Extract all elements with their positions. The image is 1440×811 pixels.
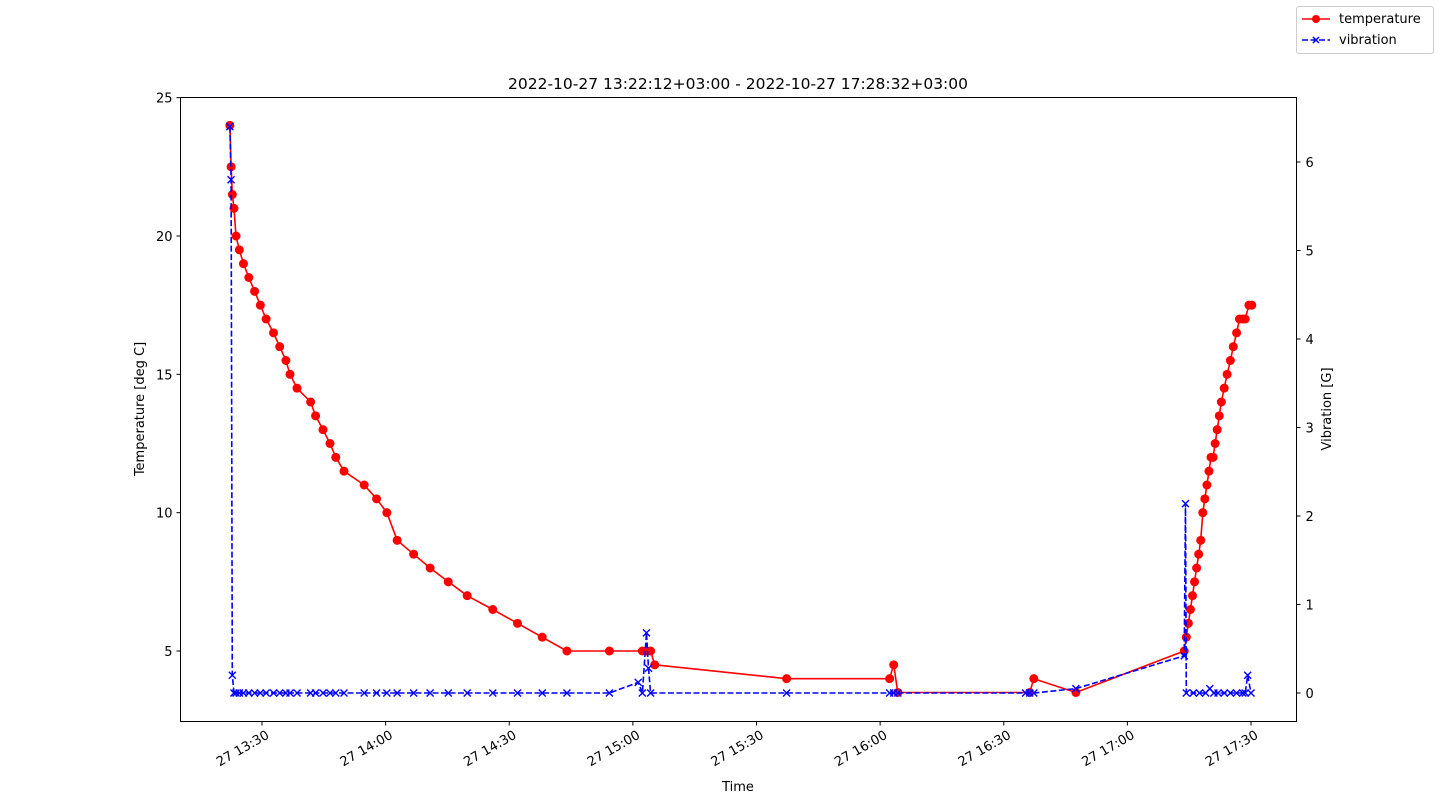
y2-axis-ticks: 0 1 2 3 4 5 6 (1296, 156, 1314, 702)
x-axis-label: Time (721, 780, 754, 795)
x-tick-label: 27 17:00 (1080, 728, 1138, 770)
legend-label: temperature (1339, 11, 1421, 27)
y2-tick-label: 0 (1306, 687, 1314, 702)
x-axis-ticks: 27 13:30 27 14:00 27 14:30 27 15:00 27 15:30… (214, 721, 1261, 770)
y-tick-label: 10 (156, 507, 173, 522)
legend-item-vibration: vibration (1301, 31, 1397, 49)
y2-tick-label: 4 (1306, 333, 1314, 348)
legend-label: vibration (1339, 32, 1397, 48)
y2-axis-label: Vibration [G] (1320, 367, 1335, 450)
vibration-series (225, 122, 1255, 697)
y2-tick-label: 2 (1306, 510, 1314, 525)
y-tick-label: 5 (164, 645, 172, 660)
temperature-series (225, 120, 1257, 697)
x-marker-icon (1302, 36, 1330, 44)
y2-tick-label: 5 (1306, 245, 1314, 260)
legend: temperature vibration (1296, 6, 1434, 54)
chart-title: 2022-10-27 13:22:12+03:00 - 2022-10-27 1… (508, 75, 968, 93)
x-tick-label: 27 15:30 (709, 728, 767, 770)
x-tick-label: 27 14:30 (461, 728, 519, 770)
y2-tick-label: 6 (1306, 156, 1314, 171)
circle-marker-icon (1302, 15, 1330, 23)
plot-area (225, 120, 1257, 697)
y-axis-label: Temperature [deg C] (133, 342, 148, 477)
axes-frame (180, 97, 1297, 722)
y2-tick-label: 1 (1306, 599, 1314, 614)
y2-tick-label: 3 (1306, 422, 1314, 437)
legend-item-temperature: temperature (1301, 10, 1421, 28)
y-tick-label: 15 (156, 368, 173, 383)
x-tick-label: 27 17:30 (1203, 728, 1261, 770)
x-tick-label: 27 15:00 (585, 728, 643, 770)
y-tick-label: 25 (156, 92, 173, 107)
x-tick-label: 27 16:00 (832, 728, 890, 770)
y-tick-label: 20 (156, 230, 173, 245)
x-tick-label: 27 13:30 (214, 728, 272, 770)
y-axis-ticks: 5 10 15 20 25 (156, 92, 181, 660)
x-tick-label: 27 16:30 (956, 728, 1014, 770)
x-tick-label: 27 14:00 (338, 728, 396, 770)
